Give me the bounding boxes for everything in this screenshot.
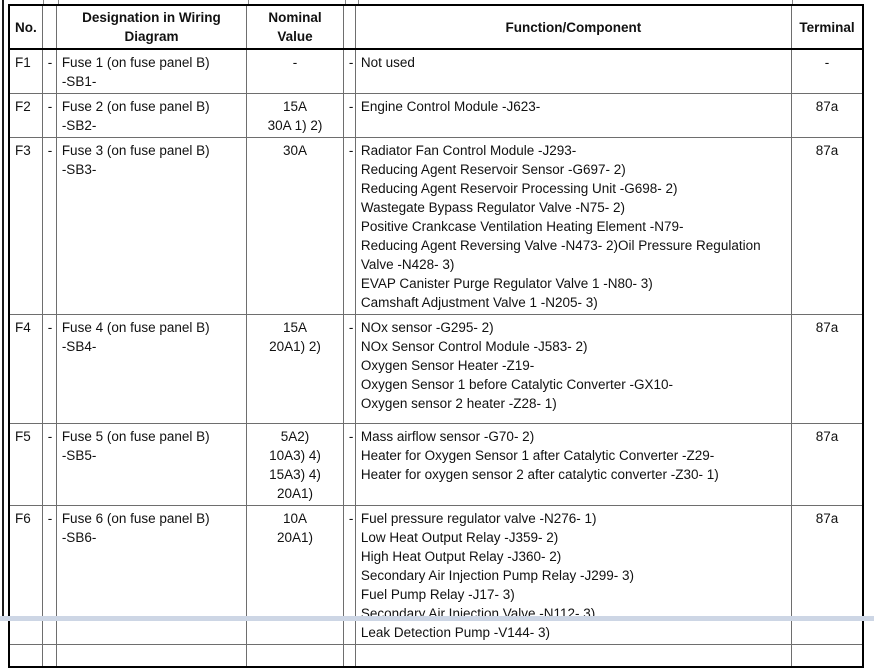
- separator-dash: -: [41, 505, 57, 645]
- fuse-designation: Fuse 5 (on fuse panel B) -SB5-: [55, 423, 248, 506]
- empty-cell: [354, 644, 792, 667]
- separator-dash: -: [342, 93, 356, 138]
- separator-dash: -: [41, 423, 57, 506]
- table-continuation-stub: [58, 0, 59, 4]
- fuse-designation: Fuse 3 (on fuse panel B) -SB3-: [55, 137, 248, 315]
- nominal-value: 15A 20A1) 2): [246, 314, 344, 424]
- function-component: NOx sensor -G295- 2) NOx Sensor Control …: [354, 314, 792, 424]
- terminal: 87a: [790, 137, 864, 315]
- separator-dash: -: [342, 48, 356, 94]
- function-component: Fuel pressure regulator valve -N276- 1) …: [354, 505, 792, 645]
- header-designation: Designation in Wiring Diagram: [55, 4, 248, 50]
- empty-cell: [342, 644, 356, 667]
- window-bottom-edge-strip: [0, 616, 874, 621]
- nominal-value: 15A 30A 1) 2): [246, 93, 344, 138]
- empty-cell: [55, 644, 248, 667]
- terminal: 87a: [790, 423, 864, 506]
- table-row-partial: [8, 644, 864, 667]
- fuse-designation: Fuse 4 (on fuse panel B) -SB4-: [55, 314, 248, 424]
- table-row: F6 - Fuse 6 (on fuse panel B) -SB6- 10A …: [8, 505, 864, 645]
- page-left-edge-line: [2, 0, 4, 621]
- terminal: 87a: [790, 93, 864, 138]
- nominal-value: 5A2) 10A3) 4) 15A3) 4) 20A1): [246, 423, 344, 506]
- separator-dash: -: [342, 314, 356, 424]
- table-continuation-stub: [792, 0, 793, 4]
- fuse-no: F1: [8, 48, 43, 94]
- fuse-assignment-table: No. Designation in Wiring Diagram Nomina…: [8, 4, 864, 668]
- terminal: 87a: [790, 505, 864, 645]
- separator-dash: -: [41, 48, 57, 94]
- empty-cell: [41, 644, 57, 667]
- table-row: F5 - Fuse 5 (on fuse panel B) -SB5- 5A2)…: [8, 423, 864, 506]
- empty-cell: [8, 644, 43, 667]
- fuse-designation: Fuse 6 (on fuse panel B) -SB6-: [55, 505, 248, 645]
- header-separator: [342, 4, 356, 50]
- table-continuation-stub: [345, 0, 346, 4]
- table-continuation-stub: [43, 0, 44, 4]
- header-function-component: Function/Component: [354, 4, 792, 50]
- separator-dash: -: [41, 137, 57, 315]
- table-continuation-stub: [248, 0, 249, 4]
- separator-dash: -: [342, 137, 356, 315]
- fuse-no: F3: [8, 137, 43, 315]
- fuse-no: F2: [8, 93, 43, 138]
- fuse-no: F6: [8, 505, 43, 645]
- table-row: F3 - Fuse 3 (on fuse panel B) -SB3- 30A …: [8, 137, 864, 315]
- separator-dash: -: [41, 93, 57, 138]
- nominal-value: 10A 20A1): [246, 505, 344, 645]
- function-component: Mass airflow sensor -G70- 2) Heater for …: [354, 423, 792, 506]
- table-continuation-stub: [358, 0, 359, 4]
- table-header-row: No. Designation in Wiring Diagram Nomina…: [8, 4, 864, 50]
- terminal: -: [790, 48, 864, 94]
- fuse-designation: Fuse 2 (on fuse panel B) -SB2-: [55, 93, 248, 138]
- separator-dash: -: [41, 314, 57, 424]
- separator-dash: -: [342, 423, 356, 506]
- header-separator: [41, 4, 57, 50]
- function-component: Engine Control Module -J623-: [354, 93, 792, 138]
- terminal: 87a: [790, 314, 864, 424]
- empty-cell: [246, 644, 344, 667]
- separator-dash: -: [342, 505, 356, 645]
- fuse-no: F5: [8, 423, 43, 506]
- fuse-no: F4: [8, 314, 43, 424]
- function-component: Not used: [354, 48, 792, 94]
- table-row: F1 - Fuse 1 (on fuse panel B) -SB1- - - …: [8, 48, 864, 94]
- function-component: Radiator Fan Control Module -J293- Reduc…: [354, 137, 792, 315]
- table-row: F2 - Fuse 2 (on fuse panel B) -SB2- 15A …: [8, 93, 864, 138]
- header-terminal: Terminal: [790, 4, 864, 50]
- fuse-designation: Fuse 1 (on fuse panel B) -SB1-: [55, 48, 248, 94]
- header-nominal-value: Nominal Value: [246, 4, 344, 50]
- nominal-value: -: [246, 48, 344, 94]
- header-no: No.: [8, 4, 43, 50]
- nominal-value: 30A: [246, 137, 344, 315]
- empty-cell: [790, 644, 864, 667]
- table-row: F4 - Fuse 4 (on fuse panel B) -SB4- 15A …: [8, 314, 864, 424]
